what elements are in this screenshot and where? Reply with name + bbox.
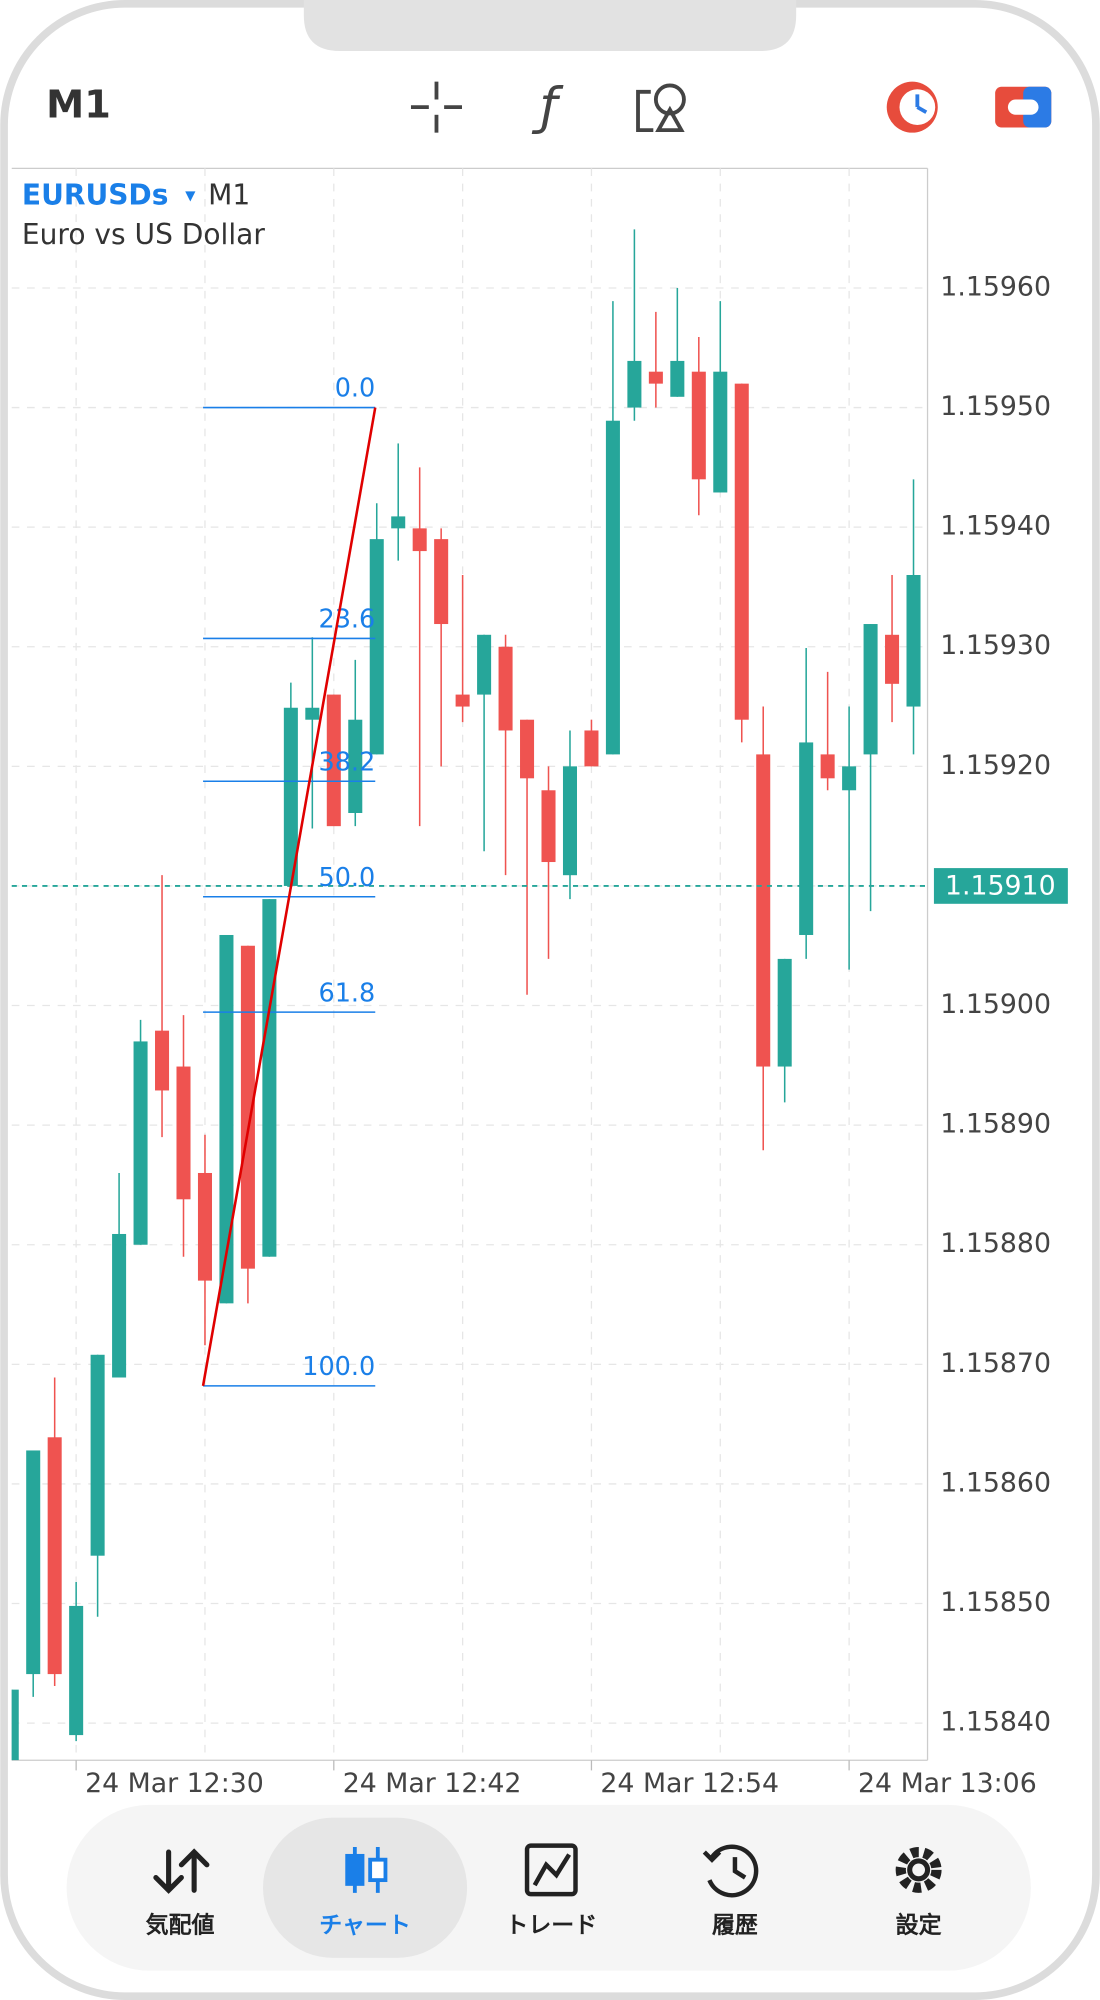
candle-body — [713, 371, 728, 493]
y-tick-label: 1.15840 — [940, 1707, 1051, 1738]
candle-body — [262, 899, 277, 1257]
candle-body — [842, 766, 857, 791]
candle-body — [627, 360, 642, 408]
current-price-box — [933, 868, 1068, 904]
candle-body — [47, 1437, 62, 1675]
candle-body — [369, 539, 384, 755]
y-tick-label: 1.15960 — [940, 271, 1051, 302]
symbol-name[interactable]: EURUSDs — [22, 178, 168, 211]
y-tick-label: 1.15860 — [940, 1467, 1051, 1498]
candle-body — [391, 516, 406, 529]
y-tick-label: 1.15950 — [940, 391, 1051, 422]
objects-icon[interactable] — [636, 83, 686, 133]
timeframe-button[interactable]: M1 — [46, 83, 111, 128]
nav-label[interactable]: 履歴 — [712, 1913, 758, 1939]
candle-body — [133, 1041, 148, 1245]
candle-body — [326, 694, 341, 827]
y-tick-label: 1.15900 — [940, 989, 1051, 1020]
nav-active-pill — [263, 1817, 468, 1958]
y-tick-label: 1.15920 — [940, 750, 1051, 781]
current-price-label: 1.15910 — [945, 871, 1056, 902]
candle-body — [820, 754, 835, 779]
fib-level-label: 0.0 — [335, 374, 376, 404]
symbol-dropdown[interactable] — [185, 191, 196, 202]
y-tick-label: 1.15890 — [940, 1109, 1051, 1140]
fib-trend-line — [201, 407, 377, 1387]
candle-body — [240, 945, 255, 1269]
candle-body — [906, 574, 921, 707]
candle-body — [176, 1066, 191, 1200]
trade-clock-icon[interactable] — [886, 81, 938, 133]
overlay: 1.15840 1.15850 1.15860 1.15870 1.15880 1.158… — [11, 271, 1068, 1799]
candle-body — [520, 719, 535, 779]
one-click-icon[interactable] — [995, 86, 1052, 128]
candle-body — [197, 1172, 212, 1281]
y-tick-label: 1.15870 — [940, 1348, 1051, 1379]
notch — [303, 0, 797, 52]
nav-label[interactable]: 気配値 — [146, 1912, 215, 1939]
candle-body — [885, 634, 900, 684]
candle-body — [863, 624, 878, 755]
candle-body — [541, 790, 556, 863]
candle-body — [691, 371, 706, 480]
candle-body — [90, 1354, 105, 1556]
candle-body — [283, 707, 298, 886]
nav-labels: 気配値 チャート トレード 履歴 設定 — [146, 1912, 942, 1939]
fib-level-label: 100.0 — [302, 1352, 375, 1382]
nav-label[interactable]: トレード — [505, 1913, 597, 1939]
candle-body — [155, 1030, 170, 1091]
y-tick-label: 1.15880 — [940, 1228, 1051, 1259]
candle-body — [477, 634, 492, 695]
chart-icon[interactable] — [345, 1846, 388, 1893]
candles — [11, 229, 921, 1761]
symbol-description: Euro vs US Dollar — [22, 218, 265, 251]
x-tick-label: 24 Mar 13:06 — [858, 1768, 1037, 1799]
candle-body — [219, 934, 234, 1304]
y-tick-label: 1.15940 — [940, 511, 1051, 542]
candle-body — [777, 958, 792, 1067]
symbol-timeframe: M1 — [208, 178, 250, 211]
fib-level-label: 61.8 — [318, 978, 375, 1008]
candle-body — [26, 1450, 41, 1675]
nav-label[interactable]: チャート — [319, 1913, 411, 1939]
settings-icon[interactable] — [895, 1846, 942, 1893]
candle-body — [455, 694, 470, 707]
nav-bar — [66, 1804, 1031, 1971]
candle-body — [584, 730, 599, 767]
fib-level-label: 38.2 — [318, 747, 375, 777]
candle-body — [670, 360, 685, 397]
x-tick-label: 24 Mar 12:42 — [343, 1768, 522, 1799]
x-tick-label: 24 Mar 12:54 — [600, 1768, 779, 1799]
candle-body — [112, 1233, 127, 1378]
candle-body — [605, 420, 620, 755]
y-tick-label: 1.15850 — [940, 1587, 1051, 1618]
candle-body — [756, 754, 771, 1067]
candle-body — [648, 371, 663, 384]
x-tick-label: 24 Mar 12:30 — [85, 1768, 264, 1799]
candle-body — [11, 1689, 19, 1761]
quotes-icon[interactable] — [153, 1848, 210, 1894]
candle-body — [348, 719, 363, 813]
candle-body — [305, 707, 320, 720]
candle-body — [498, 646, 513, 731]
crosshair-icon[interactable] — [410, 81, 462, 133]
candle-body — [562, 766, 577, 876]
candle-body — [434, 539, 449, 625]
fib-level-label: 50.0 — [318, 863, 375, 893]
trade-icon[interactable] — [524, 1843, 578, 1897]
candle-body — [734, 383, 749, 720]
candle-body — [799, 742, 814, 935]
y-tick-label: 1.15930 — [940, 630, 1051, 661]
history-icon[interactable] — [702, 1844, 759, 1898]
candle-body — [69, 1605, 84, 1736]
candle-body — [412, 528, 427, 552]
fib-level-label: 23.6 — [318, 605, 375, 635]
nav-label[interactable]: 設定 — [896, 1912, 942, 1939]
